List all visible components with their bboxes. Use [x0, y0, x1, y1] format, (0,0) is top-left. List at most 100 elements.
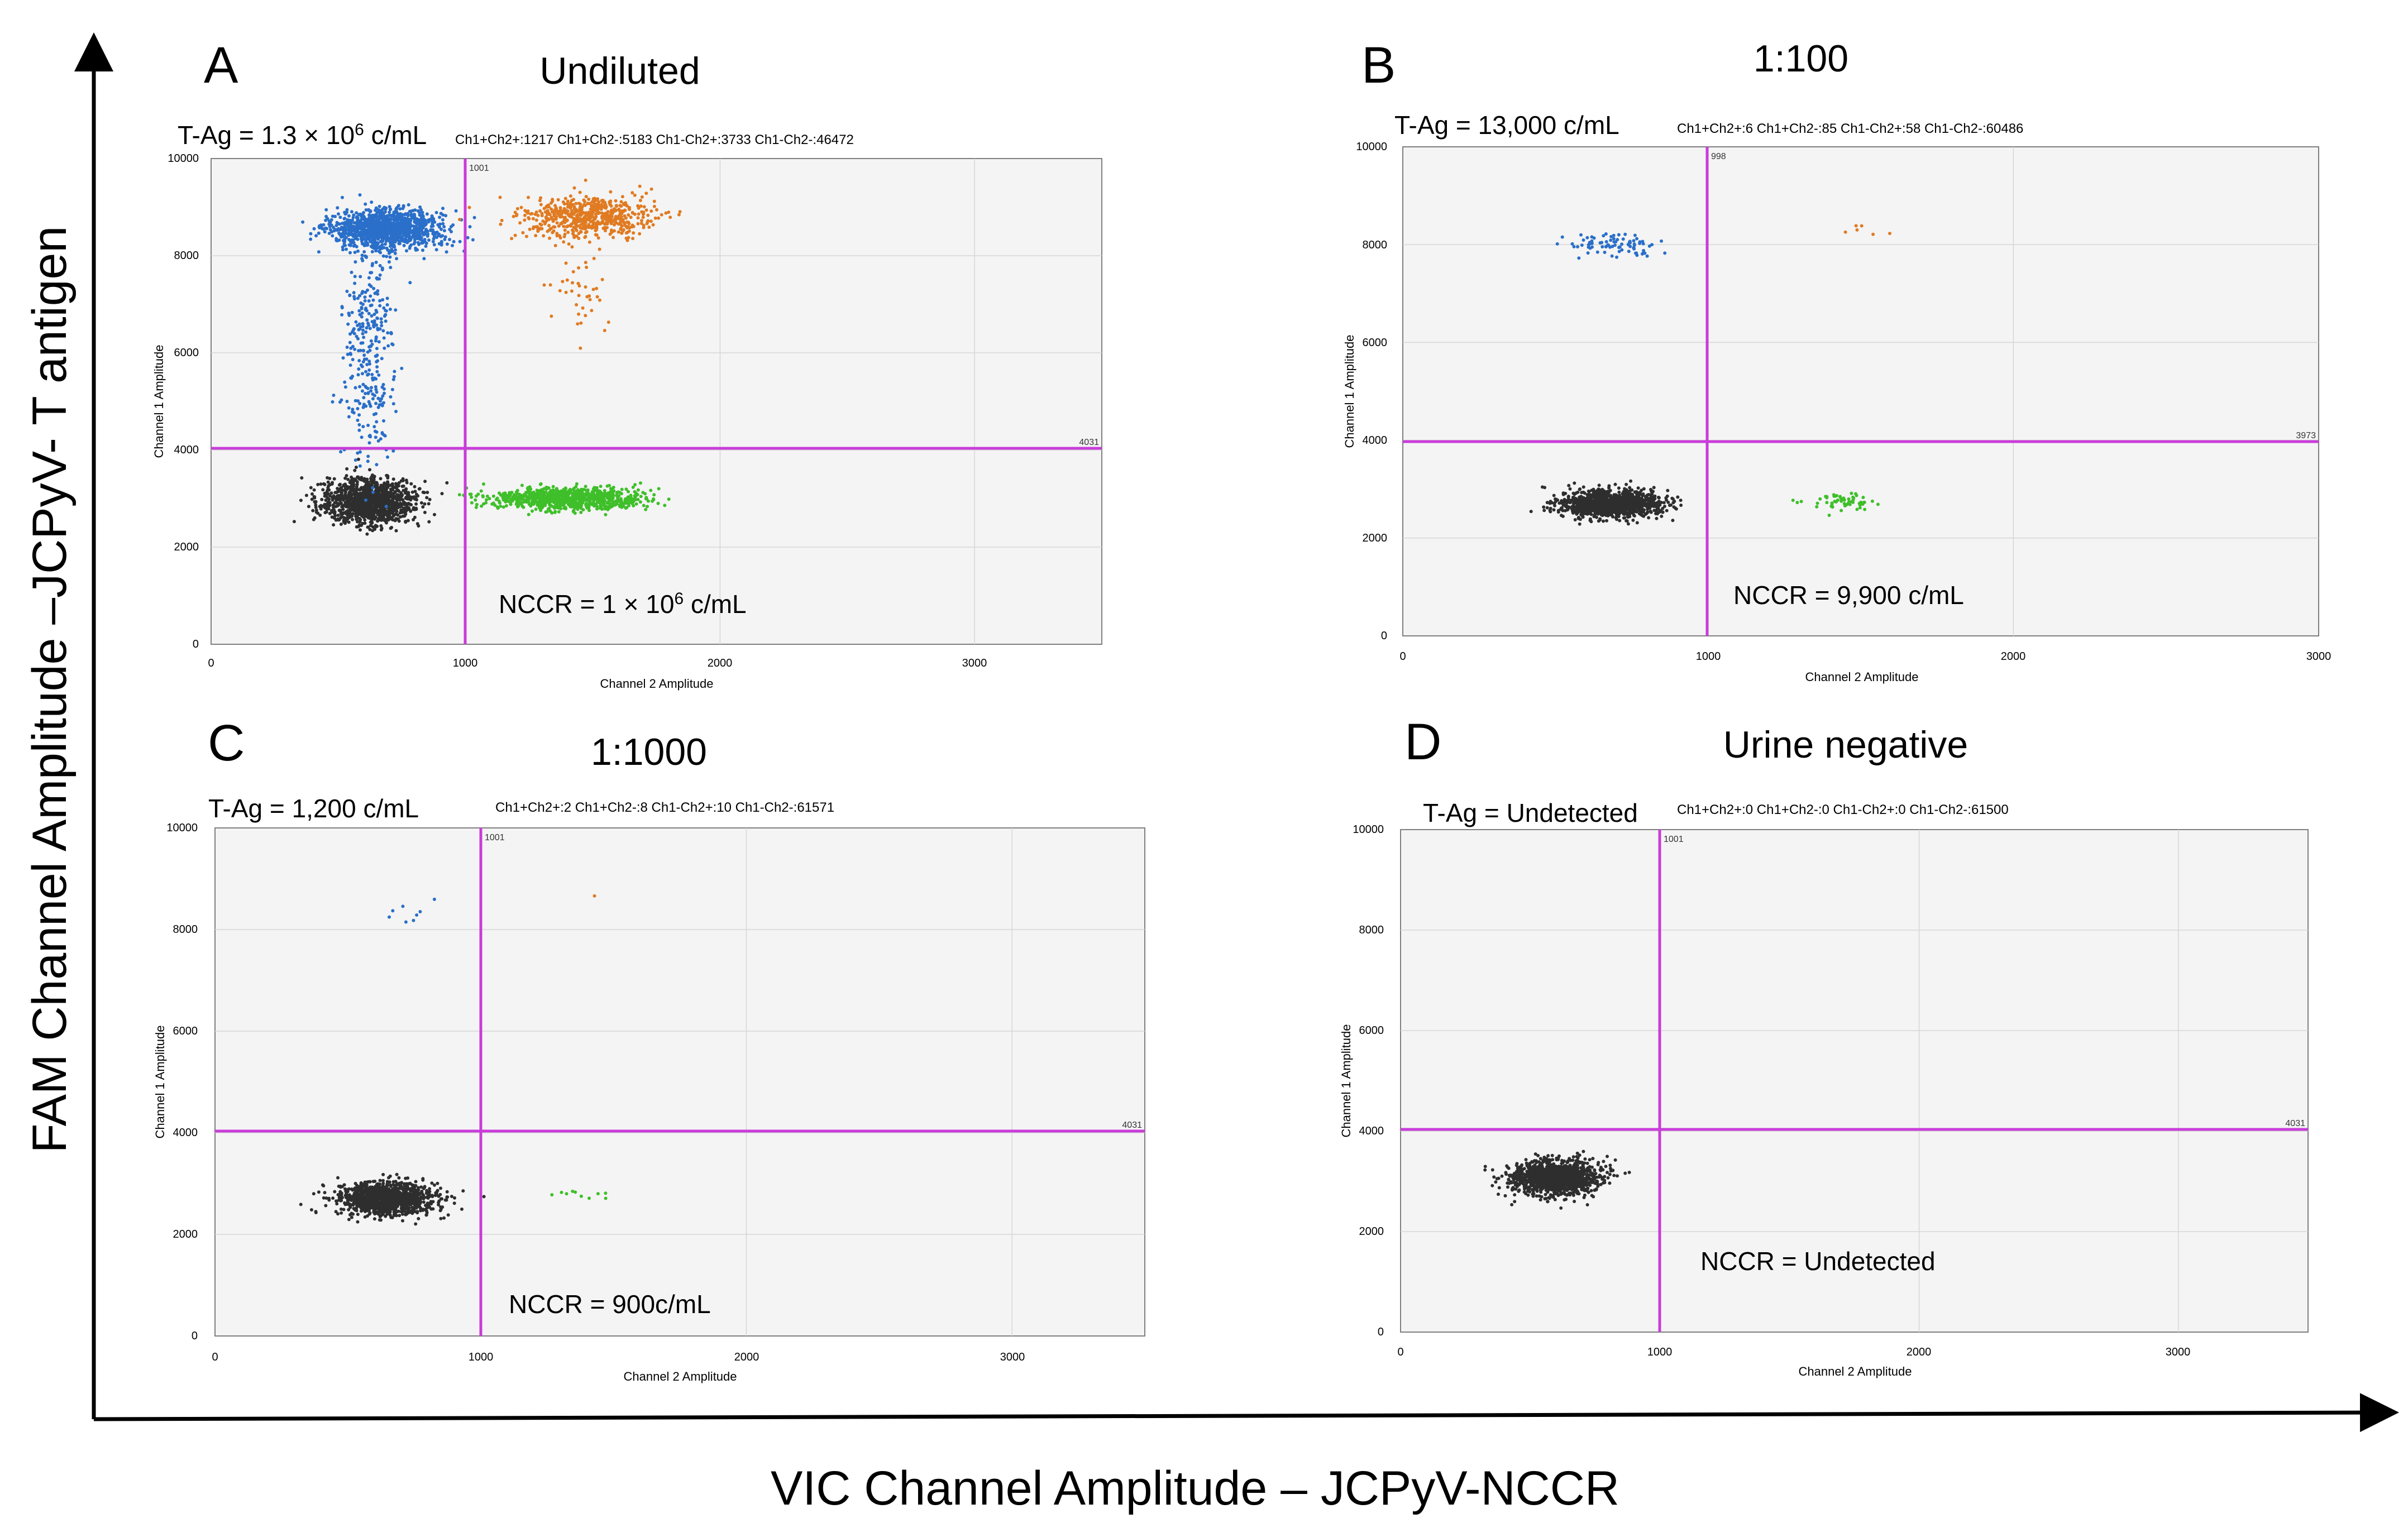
x-threshold-label: 1001 — [469, 164, 489, 173]
droplet-point — [587, 500, 590, 503]
droplet-point — [392, 210, 395, 214]
droplet-point — [361, 491, 365, 494]
droplet-point — [603, 222, 606, 226]
droplet-point — [572, 234, 576, 237]
droplet-point — [346, 346, 349, 349]
droplet-point — [367, 312, 371, 315]
droplet-point — [507, 500, 510, 503]
droplet-point — [366, 459, 370, 463]
droplet-point — [386, 331, 389, 334]
droplet-point — [371, 378, 375, 381]
droplet-point — [359, 313, 362, 317]
droplet-point — [584, 314, 587, 317]
droplet-point — [646, 505, 649, 508]
droplet-point — [380, 485, 383, 488]
y-threshold-label: 4031 — [1079, 438, 1099, 447]
droplet-point — [657, 217, 660, 220]
droplet-point — [498, 500, 501, 503]
droplet-point — [371, 264, 374, 267]
droplet-point — [335, 224, 338, 227]
droplet-point — [380, 507, 383, 511]
droplet-point — [593, 257, 596, 260]
droplet-point — [365, 357, 368, 361]
droplet-point — [360, 306, 364, 309]
droplet-point — [603, 226, 606, 229]
droplet-point — [426, 212, 429, 215]
droplet-point — [381, 394, 384, 397]
droplet-point — [633, 496, 637, 499]
droplet-point — [505, 504, 508, 507]
droplet-point — [356, 250, 360, 253]
droplet-point — [438, 215, 441, 219]
droplet-point — [351, 345, 355, 348]
droplet-point — [639, 199, 642, 202]
droplet-point — [352, 505, 355, 509]
droplet-point — [527, 499, 530, 502]
droplet-point — [390, 510, 393, 513]
droplet-point — [432, 240, 435, 243]
droplet-point — [585, 502, 588, 505]
droplet-point — [548, 237, 551, 240]
droplet-point — [365, 513, 369, 516]
droplet-point — [386, 480, 389, 483]
droplet-point — [391, 234, 394, 238]
droplet-point — [420, 236, 423, 240]
t-ag-label: T-Ag = 1.3 × 106 c/mL — [178, 121, 427, 150]
droplet-point — [347, 314, 351, 317]
droplet-point — [311, 509, 314, 513]
droplet-point — [543, 284, 546, 287]
droplet-point — [375, 506, 378, 509]
droplet-point — [432, 237, 436, 241]
droplet-point — [389, 517, 392, 520]
droplet-point — [419, 227, 423, 230]
panel-letter: B — [1361, 37, 1396, 94]
droplet-point — [389, 308, 392, 311]
droplet-point — [369, 349, 372, 352]
droplet-point — [559, 236, 562, 240]
droplet-point — [353, 501, 357, 505]
droplet-point — [446, 242, 449, 246]
droplet-point — [362, 349, 365, 352]
droplet-point — [364, 203, 367, 206]
droplet-point — [607, 320, 610, 324]
droplet-point — [366, 525, 370, 529]
droplet-point — [423, 480, 427, 483]
droplet-point — [342, 520, 346, 524]
droplet-point — [364, 370, 367, 373]
droplet-point — [380, 228, 384, 232]
droplet-point — [358, 523, 361, 526]
droplet-point — [562, 497, 566, 500]
droplet-point — [331, 234, 334, 237]
droplet-point — [580, 231, 583, 234]
droplet-point — [547, 486, 551, 490]
droplet-point — [566, 219, 569, 222]
droplet-point — [370, 339, 373, 343]
droplet-point — [431, 215, 434, 218]
droplet-point — [370, 373, 374, 376]
droplet-point — [317, 250, 321, 253]
droplet-point — [554, 244, 557, 247]
droplet-point — [632, 504, 635, 507]
droplet-point — [347, 520, 351, 524]
droplet-point — [509, 502, 513, 506]
droplet-point — [350, 483, 353, 486]
droplet-point — [543, 496, 547, 499]
droplet-point — [515, 214, 518, 217]
droplet-point — [293, 520, 296, 523]
droplet-point — [345, 248, 348, 251]
droplet-point — [343, 381, 346, 384]
droplet-point — [413, 221, 416, 224]
droplet-point — [599, 499, 602, 502]
droplet-point — [388, 221, 391, 224]
droplet-point — [646, 221, 649, 224]
droplet-point — [652, 223, 655, 227]
droplet-point — [386, 232, 389, 236]
droplet-point — [455, 209, 458, 213]
droplet-point — [601, 199, 605, 202]
droplet-point — [372, 475, 376, 478]
y-tick-label: 8000 — [174, 250, 199, 262]
droplet-point — [527, 216, 530, 219]
droplet-point — [407, 203, 410, 207]
droplet-point — [541, 499, 544, 502]
droplet-point — [316, 483, 319, 486]
